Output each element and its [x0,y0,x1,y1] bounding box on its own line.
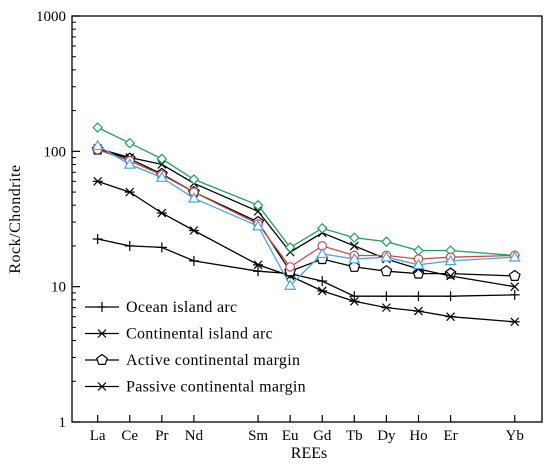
sample-series-group [91,122,521,290]
data-point-marker [316,247,329,259]
y-tick-label: 100 [44,144,67,160]
series-line [97,148,515,277]
data-point-marker [446,271,455,281]
legend-item: Continental island arc [85,326,273,343]
x-tick-label: Ce [121,428,138,444]
x-tick-label: Pr [155,428,168,444]
data-point-marker [348,252,361,264]
x-tick-label: Gd [313,428,332,444]
data-point-marker [508,251,521,262]
series-reference-3 [93,144,520,292]
x-tick-label: Dy [377,428,396,444]
x-tick-label: Eu [282,428,299,444]
y-tick-label: 1000 [36,9,66,25]
data-point-marker [348,260,361,272]
legend-swatch-marker [97,382,107,391]
x-tick-label: La [90,428,106,444]
data-point-marker [285,262,295,272]
data-point-marker [510,282,520,292]
legend-item: Active continental margin [85,352,300,369]
x-tick-label: Yb [506,428,524,444]
series-line [97,148,515,268]
data-point-marker [349,241,359,251]
data-point-marker [252,219,265,231]
x-tick-label: Ho [409,428,427,444]
legend: Ocean island arc Continental island arc Ac… [85,299,306,396]
series-line [97,238,515,297]
data-point-marker [157,160,167,169]
legend-item: Ocean island arc [85,299,237,316]
y-axis-ticks: 1 10 100 1000 [36,9,80,431]
series-line [97,180,515,323]
plot-frame [71,15,543,423]
series-reference-2 [91,143,521,281]
series-line [97,147,515,288]
data-point-marker [124,137,136,149]
data-point-marker [412,267,425,279]
y-tick-label: 10 [51,280,66,296]
series-line [97,126,515,257]
data-point-marker [284,279,297,290]
x-tick-label: Nd [185,428,204,444]
y-tick-label: 1 [59,415,67,431]
data-point-marker [380,251,393,262]
data-point-marker [92,122,104,133]
data-point-marker [412,258,425,270]
x-tick-label: Tb [346,428,363,444]
data-point-marker [187,192,200,203]
x-tick-label: Er [443,428,457,444]
data-point-marker [284,242,296,253]
data-point-marker [188,174,200,185]
data-point-marker [123,158,136,169]
legend-item: Passive continental margin [85,379,306,396]
data-point-marker [380,264,393,277]
series-sample-2 [91,139,521,290]
data-point-marker [155,171,168,182]
data-point-marker [413,245,424,256]
legend-label: Continental island arc [126,326,273,343]
data-point-marker [348,232,360,244]
x-axis-ticks: La Ce Pr Nd Sm Eu Gd Tb Dy Ho Er Yb [90,415,524,444]
series-reference-0 [92,234,520,302]
y-axis-label: Rock/Chondrite [7,164,24,273]
data-point-marker [444,254,457,266]
x-tick-label: Sm [248,428,268,444]
legend-swatch-marker [96,353,108,365]
data-point-marker [381,236,392,248]
data-point-marker [508,269,521,281]
data-point-marker [252,199,264,211]
data-point-marker [316,222,328,234]
legend-label: Passive continental margin [126,379,306,396]
data-point-marker [156,153,168,165]
legend-label: Active continental margin [126,352,300,369]
series-line [97,145,515,287]
series-layer [91,122,521,327]
x-axis-label: REEs [291,445,327,462]
series-sample-1 [92,144,520,272]
legend-label: Ocean island arc [126,299,237,316]
data-point-marker [91,139,104,151]
series-sample-0 [92,122,521,261]
